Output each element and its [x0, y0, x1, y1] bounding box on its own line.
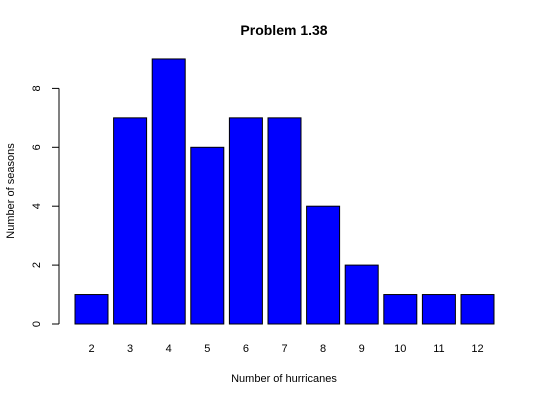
y-tick-label: 6 — [31, 144, 43, 150]
bar-8 — [306, 205, 341, 325]
x-tick-label: 5 — [204, 343, 210, 355]
x-tick-labels: 2 3 4 5 6 7 8 9 10 11 12 — [88, 343, 483, 355]
y-tick-label: 2 — [31, 262, 43, 268]
x-tick-label: 11 — [433, 343, 444, 355]
x-tick-label: 3 — [127, 343, 133, 355]
x-tick-label: 6 — [243, 343, 249, 355]
bar-9 — [344, 264, 379, 325]
chart-title: Problem 1.38 — [240, 22, 327, 38]
bar-3 — [113, 117, 148, 325]
x-tick-label: 2 — [88, 343, 94, 355]
x-tick-label: 9 — [359, 343, 365, 355]
y-tick-label: 8 — [31, 85, 43, 91]
y-axis-label: Number of seasons — [5, 143, 17, 239]
bar-2 — [74, 294, 109, 325]
x-tick-label: 8 — [320, 343, 326, 355]
x-tick-label: 12 — [471, 343, 483, 355]
bar-4 — [151, 58, 186, 325]
bars — [74, 58, 495, 325]
bar-5 — [190, 146, 225, 325]
bar-10 — [383, 294, 418, 325]
y-tick-label: 0 — [31, 321, 43, 327]
bar-7 — [267, 117, 302, 325]
x-tick-label: 10 — [394, 343, 406, 355]
bar-12 — [460, 294, 495, 325]
x-axis-label: Number of hurricanes — [231, 373, 337, 385]
bar-11 — [421, 294, 456, 325]
x-tick-label: 4 — [166, 343, 172, 355]
x-tick-label: 7 — [281, 343, 287, 355]
y-axis: 0 2 4 6 8 — [31, 85, 60, 327]
y-tick-label: 4 — [31, 203, 43, 209]
bar-6 — [228, 117, 263, 325]
